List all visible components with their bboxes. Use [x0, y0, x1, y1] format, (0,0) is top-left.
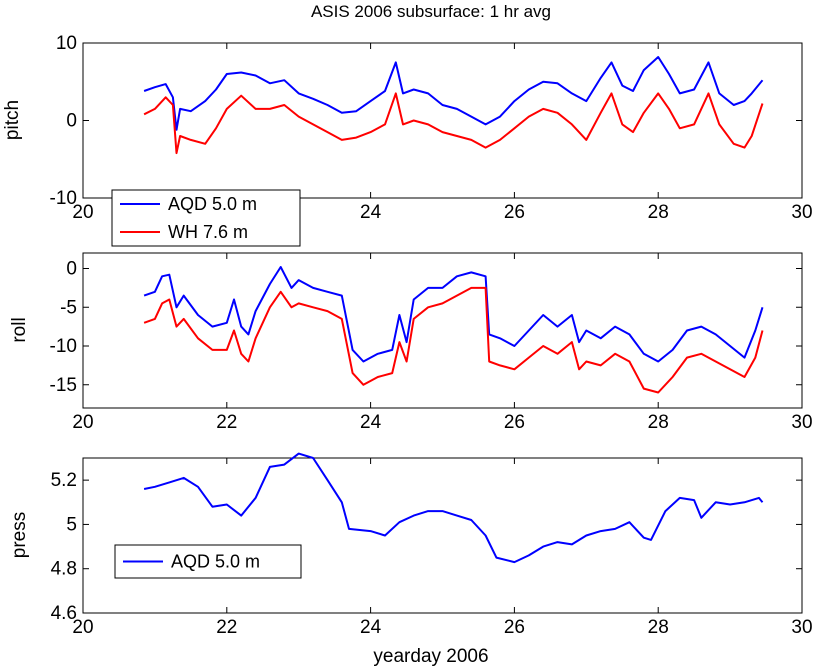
y-tick-label: 0: [66, 111, 77, 132]
y-tick-label: 4.6: [51, 603, 77, 624]
series-line-wh: [143, 92, 764, 155]
y-tick-label: 5.2: [51, 470, 77, 491]
series-line-aqd: [143, 452, 764, 564]
y-tick-label: -15: [50, 375, 77, 396]
x-tick-label: 24: [360, 412, 382, 433]
x-tick-label: 28: [648, 412, 669, 433]
x-tick-label: 24: [360, 617, 382, 638]
series-line-aqd: [143, 266, 764, 363]
x-tick-label: 30: [791, 202, 812, 223]
x-tick-label: 26: [504, 617, 525, 638]
panel-2-y-axis-label: roll: [9, 317, 30, 342]
y-tick-label: 5: [66, 514, 77, 535]
x-tick-label: 20: [72, 412, 93, 433]
series-line-aqd: [143, 56, 764, 131]
legend-entry-label: AQD 5.0 m: [168, 194, 257, 214]
y-tick-label: 10: [56, 33, 77, 54]
y-tick-label: -5: [60, 297, 77, 318]
x-tick-label: 30: [791, 412, 812, 433]
x-axis-label: yearday 2006: [373, 646, 488, 667]
x-tick-label: 26: [504, 202, 525, 223]
legend-box: [111, 189, 301, 247]
panel-2-axes-box: [82, 252, 803, 409]
x-tick-label: 22: [216, 412, 237, 433]
x-tick-label: 30: [791, 617, 812, 638]
y-tick-label: 4.8: [51, 559, 77, 580]
x-tick-label: 28: [648, 617, 669, 638]
y-tick-label: -10: [50, 336, 77, 357]
panel-3-axes-box: [82, 457, 803, 614]
panel-3-y-axis-label: press: [9, 512, 30, 558]
x-tick-label: 26: [504, 412, 525, 433]
series-line-wh: [143, 286, 764, 394]
y-tick-label: -10: [50, 188, 77, 209]
panel-1-y-axis-label: pitch: [2, 100, 23, 140]
x-tick-label: 20: [72, 202, 93, 223]
legend-entry-label: WH 7.6 m: [168, 222, 248, 242]
y-tick-label: 0: [66, 259, 77, 280]
legend-entry-label: AQD 5.0 m: [171, 552, 260, 572]
figure-title: ASIS 2006 subsurface: 1 hr avg: [311, 2, 551, 21]
x-tick-label: 28: [648, 202, 669, 223]
x-tick-label: 20: [72, 617, 93, 638]
x-tick-label: 24: [360, 202, 382, 223]
x-tick-label: 22: [216, 617, 237, 638]
